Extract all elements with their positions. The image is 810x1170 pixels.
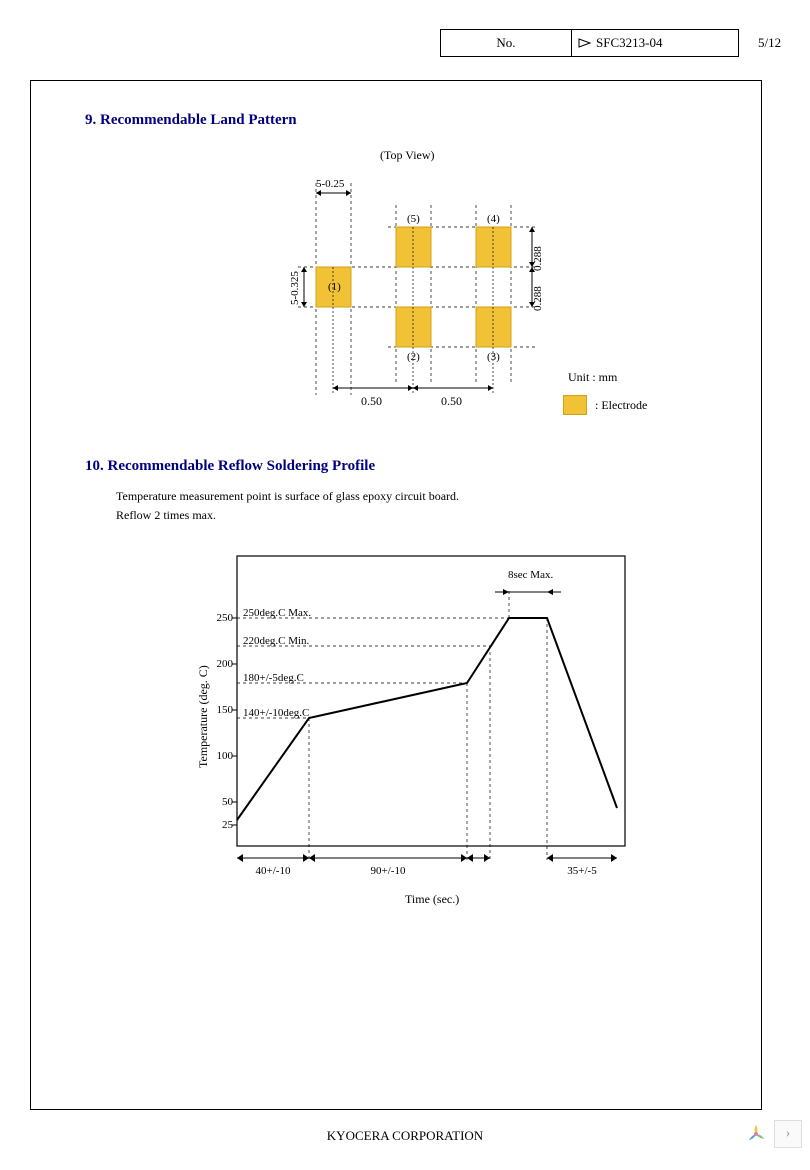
svg-text:140+/-10deg.C: 140+/-10deg.C <box>243 707 309 719</box>
pad-label-4: (4) <box>487 213 500 225</box>
land-pattern-diagram: (1) (5) (4) (2) (3) 5-0.25 5-0.325 0.288… <box>288 175 598 420</box>
pad-label-3: (3) <box>487 351 500 363</box>
doc-number: SFC3213-04 <box>596 35 662 51</box>
svg-text:35+/-5: 35+/-5 <box>567 865 597 877</box>
svg-text:0.288: 0.288 <box>532 286 544 311</box>
svg-text:0.288: 0.288 <box>532 246 544 271</box>
pad-2 <box>396 307 431 347</box>
legend: : Electrode <box>563 395 647 415</box>
svg-text:50: 50 <box>222 796 234 808</box>
header-no-label: No. <box>440 29 572 57</box>
nav-controls: › <box>744 1120 802 1148</box>
header-doc: SFC3213-04 <box>572 29 739 57</box>
pad-5 <box>396 227 431 267</box>
top-view-label: (Top View) <box>380 148 435 163</box>
legend-text: : Electrode <box>595 398 647 413</box>
pad-label-2: (2) <box>407 351 420 363</box>
pad-3 <box>476 307 511 347</box>
header: No. SFC3213-04 <box>440 29 739 57</box>
section-10-text: Temperature measurement point is surface… <box>116 487 459 525</box>
pad-label-5: (5) <box>407 213 420 225</box>
unit-label: Unit : mm <box>568 370 617 385</box>
section-9: 9. Recommendable Land Pattern <box>85 112 297 129</box>
reflow-chart: 25 50 100 150 200 250 Temperature (deg. … <box>195 548 630 913</box>
svg-text:5-0.25: 5-0.25 <box>316 178 345 190</box>
page-number: 5/12 <box>758 35 781 51</box>
svg-text:25: 25 <box>222 819 234 831</box>
reflow-text-1: Temperature measurement point is surface… <box>116 487 459 506</box>
pad-4 <box>476 227 511 267</box>
svg-text:40+/-10: 40+/-10 <box>256 865 291 877</box>
triangle-icon <box>578 38 592 48</box>
nav-next-button[interactable]: › <box>774 1120 802 1148</box>
legend-swatch <box>563 395 587 415</box>
svg-text:220deg.C Min.: 220deg.C Min. <box>243 635 310 647</box>
section-9-title: 9. Recommendable Land Pattern <box>85 112 297 129</box>
logo-icon <box>744 1122 768 1146</box>
svg-text:180+/-5deg.C: 180+/-5deg.C <box>243 672 304 684</box>
svg-text:250: 250 <box>217 612 234 624</box>
svg-text:Temperature (deg. C): Temperature (deg. C) <box>196 665 210 768</box>
svg-text:150: 150 <box>217 704 234 716</box>
svg-text:250deg.C Max.: 250deg.C Max. <box>243 607 311 619</box>
footer: KYOCERA CORPORATION <box>0 1128 810 1144</box>
svg-text:8sec Max.: 8sec Max. <box>508 569 553 581</box>
reflow-text-2: Reflow 2 times max. <box>116 506 459 525</box>
svg-text:0.50: 0.50 <box>361 394 382 408</box>
svg-text:200: 200 <box>217 658 234 670</box>
section-10-title: 10. Recommendable Reflow Soldering Profi… <box>85 458 375 475</box>
svg-text:90+/-10: 90+/-10 <box>371 865 406 877</box>
svg-text:5-0.325: 5-0.325 <box>289 271 301 305</box>
svg-text:Time (sec.): Time (sec.) <box>405 892 459 906</box>
page: No. SFC3213-04 5/12 9. Recommendable Lan… <box>0 0 810 1170</box>
svg-text:100: 100 <box>217 750 234 762</box>
svg-text:0.50: 0.50 <box>441 394 462 408</box>
pad-label-1: (1) <box>328 281 341 293</box>
